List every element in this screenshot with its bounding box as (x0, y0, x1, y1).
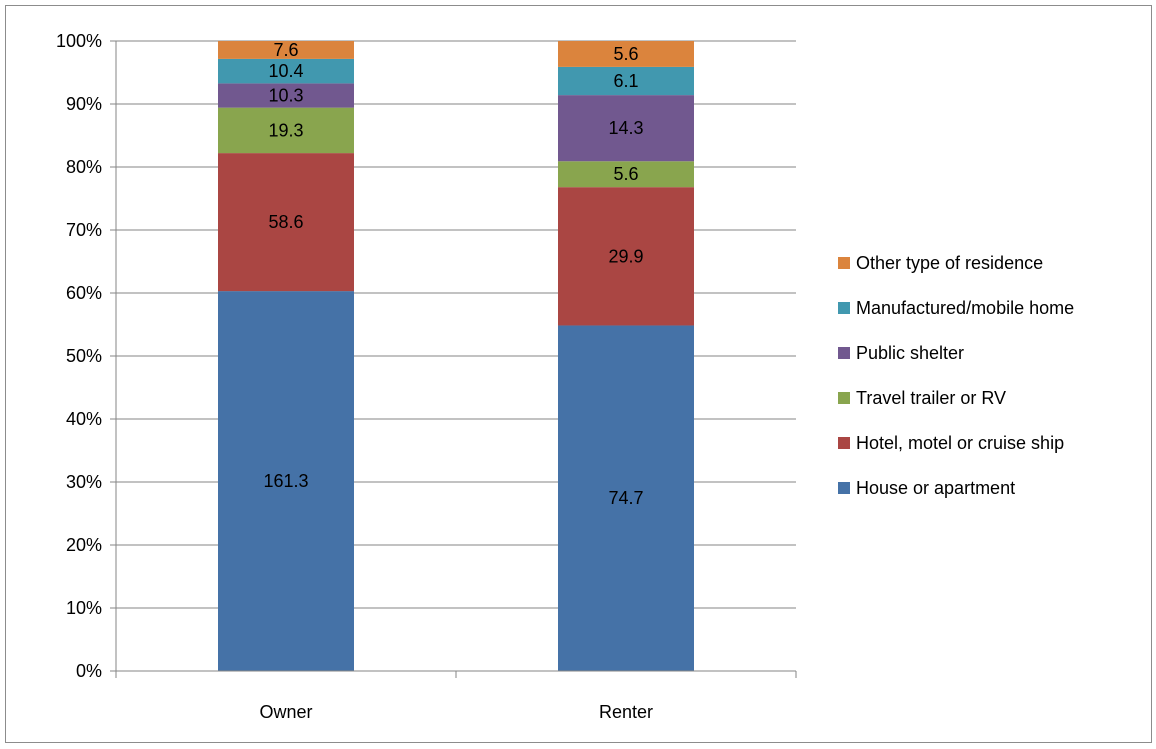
y-tick-label: 60% (66, 283, 102, 303)
legend-swatch-travel-trailer-or-rv (838, 392, 850, 404)
legend-swatch-manufactured-mobile-home (838, 302, 850, 314)
legend-swatch-public-shelter (838, 347, 850, 359)
y-tick-label: 90% (66, 94, 102, 114)
data-label: 58.6 (268, 212, 303, 232)
legend-swatch-house-or-apartment (838, 482, 850, 494)
legend-label-public-shelter: Public shelter (856, 343, 964, 363)
data-label: 74.7 (608, 488, 643, 508)
y-tick-label: 80% (66, 157, 102, 177)
bar-segment-renter-hotel-motel-or-cruise-ship (558, 187, 694, 326)
bar-segment-renter-manufactured-mobile-home (558, 66, 694, 96)
y-tick-label: 20% (66, 535, 102, 555)
data-label: 161.3 (263, 471, 308, 491)
data-label: 5.6 (613, 44, 638, 64)
chart-frame: 161.3 58.6 19.3 10.3 10.4 7.6 74.7 29.9 5.6 14.3 6… (5, 5, 1152, 743)
x-tick-label: Renter (599, 702, 653, 722)
y-tick-label: 50% (66, 346, 102, 366)
data-label: 10.3 (268, 86, 303, 106)
bar-segment-renter-travel-trailer-or-rv (558, 161, 694, 188)
bar-segment-owner-hotel-motel-or-cruise-ship (218, 153, 354, 292)
legend-label-hotel-motel-or-cruise-ship: Hotel, motel or cruise ship (856, 433, 1064, 453)
axes: 0% 10% 20% 30% 40% 50% 60% 70% 80% 90% 100% Owner Re… (56, 31, 797, 722)
data-label: 29.9 (608, 246, 643, 266)
legend-label-manufactured-mobile-home: Manufactured/mobile home (856, 298, 1074, 318)
legend-swatch-hotel-motel-or-cruise-ship (838, 437, 850, 449)
x-tick-label: Owner (259, 702, 312, 722)
data-label: 5.6 (613, 164, 638, 184)
bar-segment-renter-public-shelter (558, 95, 694, 162)
legend: Other type of residence Manufactured/mobi… (838, 253, 1074, 498)
stacked-bar-chart: 161.3 58.6 19.3 10.3 10.47.6 74.7 29.9 5.6 14.3 6… (56, 31, 1074, 722)
y-tick-label: 70% (66, 220, 102, 240)
bars: 161.3 58.6 19.3 10.3 10.47.6 74.7 29.9 5.6 14.3 6… (218, 40, 694, 671)
y-tick-label: 10% (66, 598, 102, 618)
data-label: 14.3 (608, 118, 643, 138)
bar-segment-renter-other-type-of-residence (558, 41, 694, 67)
legend-swatch-other-type-of-residence (838, 257, 850, 269)
bar-segment-owner-travel-trailer-or-rv (218, 107, 354, 154)
bar-segment-owner-public-shelter (218, 83, 354, 108)
bar-segment-owner-manufactured-mobile-home (218, 58, 354, 84)
bar-segment-renter-house-or-apartment (558, 325, 694, 671)
y-tick-label: 30% (66, 472, 102, 492)
bar-segment-owner-house-or-apartment (218, 291, 354, 671)
data-label: 7.6 (273, 40, 298, 60)
data-label: 19.3 (268, 120, 303, 140)
y-tick-label: 40% (66, 409, 102, 429)
legend-label-other-type-of-residence: Other type of residence (856, 253, 1043, 273)
legend-label-travel-trailer-or-rv: Travel trailer or RV (856, 388, 1006, 408)
data-label: 6.1 (613, 71, 638, 91)
bar-segment-owner-other-type-of-residence (218, 41, 354, 59)
y-tick-label: 100% (56, 31, 102, 51)
y-tick-label: 0% (76, 661, 102, 681)
legend-label-house-or-apartment: House or apartment (856, 478, 1015, 498)
data-label: 10.4 (268, 61, 303, 81)
